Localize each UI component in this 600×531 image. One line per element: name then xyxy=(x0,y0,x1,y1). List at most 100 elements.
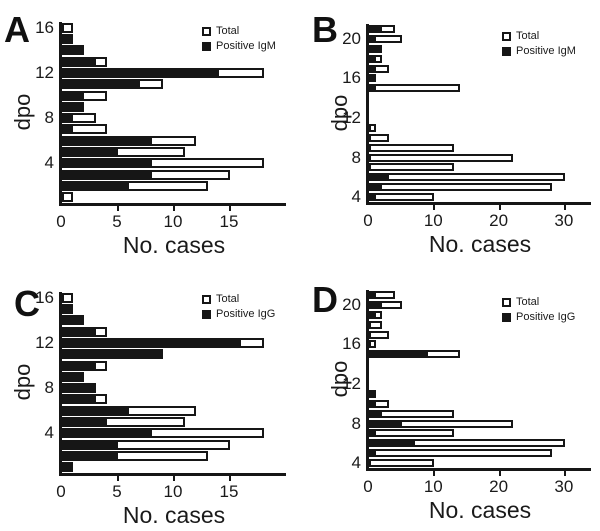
legend-item-total: Total xyxy=(502,297,575,308)
bar-positive-dpo-9 xyxy=(62,101,85,112)
bar-positive-dpo-7 xyxy=(62,394,96,405)
panel-b: B dpo No. cases Total Positive IgM 20 16 1… xyxy=(300,0,600,265)
x-tick-label-0: 0 xyxy=(363,477,373,496)
x-tick-label-5: 5 xyxy=(112,482,122,501)
x-tick-label-10: 10 xyxy=(423,211,443,230)
bar-positive-dpo-15 xyxy=(62,303,74,314)
legend-label-positive: Positive IgM xyxy=(516,45,576,57)
bar-positive-dpo-10 xyxy=(369,399,376,408)
bar-total-dpo-4 xyxy=(369,459,435,468)
bar-positive-dpo-14 xyxy=(62,315,85,326)
bar-positive-dpo-4 xyxy=(62,158,152,169)
total-swatch-icon xyxy=(202,27,211,36)
x-tick-mark-20 xyxy=(498,205,501,210)
legend-label-total: Total xyxy=(516,30,540,42)
x-tick-label-30: 30 xyxy=(554,477,574,496)
bar-total-dpo-15 xyxy=(369,84,461,93)
bar-total-dpo-5 xyxy=(369,183,552,192)
plot-area xyxy=(59,22,286,206)
bar-positive-dpo-20 xyxy=(369,34,376,43)
plot-area xyxy=(366,24,591,205)
bar-total-dpo-18 xyxy=(369,320,383,329)
legend-label-total: Total xyxy=(216,293,240,305)
bar-positive-dpo-6 xyxy=(369,173,389,182)
x-tick-label-0: 0 xyxy=(56,212,66,231)
x-tick-label-0: 0 xyxy=(56,482,66,501)
bar-total-dpo-16 xyxy=(369,340,376,349)
legend-label-positive: Positive IgG xyxy=(216,308,276,320)
bar-total-dpo-5 xyxy=(369,449,552,458)
bar-positive-dpo-19 xyxy=(369,44,383,53)
legend-label-total: Total xyxy=(516,296,540,308)
positive-swatch-icon xyxy=(502,47,511,56)
y-tick-label-16: 16 xyxy=(35,17,54,37)
plot-area xyxy=(59,292,286,476)
y-tick-label-4: 4 xyxy=(351,187,361,207)
bar-positive-dpo-18 xyxy=(369,54,376,63)
bar-positive-dpo-8 xyxy=(369,419,402,428)
bar-positive-dpo-13 xyxy=(62,56,96,67)
bar-positive-dpo-12 xyxy=(62,67,219,78)
x-tick-label-10: 10 xyxy=(423,477,443,496)
bar-positive-dpo-19 xyxy=(369,310,376,319)
bar-positive-dpo-5 xyxy=(62,417,107,428)
x-tick-mark-10 xyxy=(433,205,436,210)
legend-item-positive: Positive IgM xyxy=(502,46,576,57)
x-tick-label-0: 0 xyxy=(363,211,373,230)
bar-positive-dpo-8 xyxy=(62,113,74,124)
legend: Total Positive IgM xyxy=(202,26,276,52)
bar-positive-dpo-15 xyxy=(62,33,74,44)
legend-item-total: Total xyxy=(202,294,275,305)
x-tick-mark-5 xyxy=(117,476,119,481)
x-tick-label-10: 10 xyxy=(163,482,183,501)
bar-total-dpo-1 xyxy=(62,192,74,203)
y-tick-label-8: 8 xyxy=(351,147,361,167)
plot-area xyxy=(366,290,591,471)
bar-positive-dpo-6 xyxy=(62,405,130,416)
bar-positive-dpo-5 xyxy=(369,183,383,192)
bar-positive-dpo-7 xyxy=(369,429,376,438)
bar-total-dpo-16 xyxy=(62,292,74,303)
y-tick-label-12: 12 xyxy=(342,107,361,127)
bar-positive-dpo-3 xyxy=(62,169,152,180)
x-tick-mark-5 xyxy=(117,206,119,211)
bar-positive-dpo-6 xyxy=(369,439,415,448)
panel-letter: B xyxy=(312,9,338,50)
x-axis-label: No. cases xyxy=(122,502,226,528)
x-tick-label-15: 15 xyxy=(219,482,239,501)
bar-positive-dpo-15 xyxy=(369,84,376,93)
bar-positive-dpo-5 xyxy=(62,147,118,158)
bar-total-dpo-4 xyxy=(369,193,435,202)
bar-positive-dpo-15 xyxy=(369,350,428,359)
x-tick-label-30: 30 xyxy=(554,211,574,230)
y-tick-label-16: 16 xyxy=(342,334,361,354)
x-tick-mark-20 xyxy=(498,471,501,476)
bar-positive-dpo-11 xyxy=(369,389,376,398)
x-tick-mark-30 xyxy=(563,471,566,476)
x-axis-label: No. cases xyxy=(122,232,226,258)
y-tick-label-8: 8 xyxy=(44,378,54,398)
legend: Total Positive IgM xyxy=(502,31,576,57)
panel-c: C dpo No. cases Total Positive IgG 16 12 8… xyxy=(0,266,300,531)
x-tick-mark-10 xyxy=(173,206,175,211)
bar-positive-dpo-10 xyxy=(62,360,96,371)
x-tick-mark-15 xyxy=(229,476,231,481)
legend: Total Positive IgG xyxy=(502,297,575,323)
y-tick-label-4: 4 xyxy=(351,453,361,473)
y-tick-label-12: 12 xyxy=(342,373,361,393)
bar-positive-dpo-6 xyxy=(62,135,152,146)
y-tick-label-8: 8 xyxy=(351,413,361,433)
y-tick-label-20: 20 xyxy=(342,294,361,314)
bar-positive-dpo-9 xyxy=(62,371,85,382)
bar-total-dpo-16 xyxy=(62,22,74,33)
bar-positive-dpo-17 xyxy=(369,64,376,73)
legend-label-positive: Positive IgM xyxy=(216,40,276,52)
bar-total-dpo-17 xyxy=(369,330,389,339)
x-axis-label: No. cases xyxy=(428,497,532,523)
y-tick-label-16: 16 xyxy=(35,287,54,307)
bar-positive-dpo-2 xyxy=(62,181,130,192)
bar-positive-dpo-1 xyxy=(62,462,74,473)
legend-item-total: Total xyxy=(502,31,576,42)
x-tick-mark-15 xyxy=(229,206,231,211)
legend-item-positive: Positive IgG xyxy=(202,309,275,320)
